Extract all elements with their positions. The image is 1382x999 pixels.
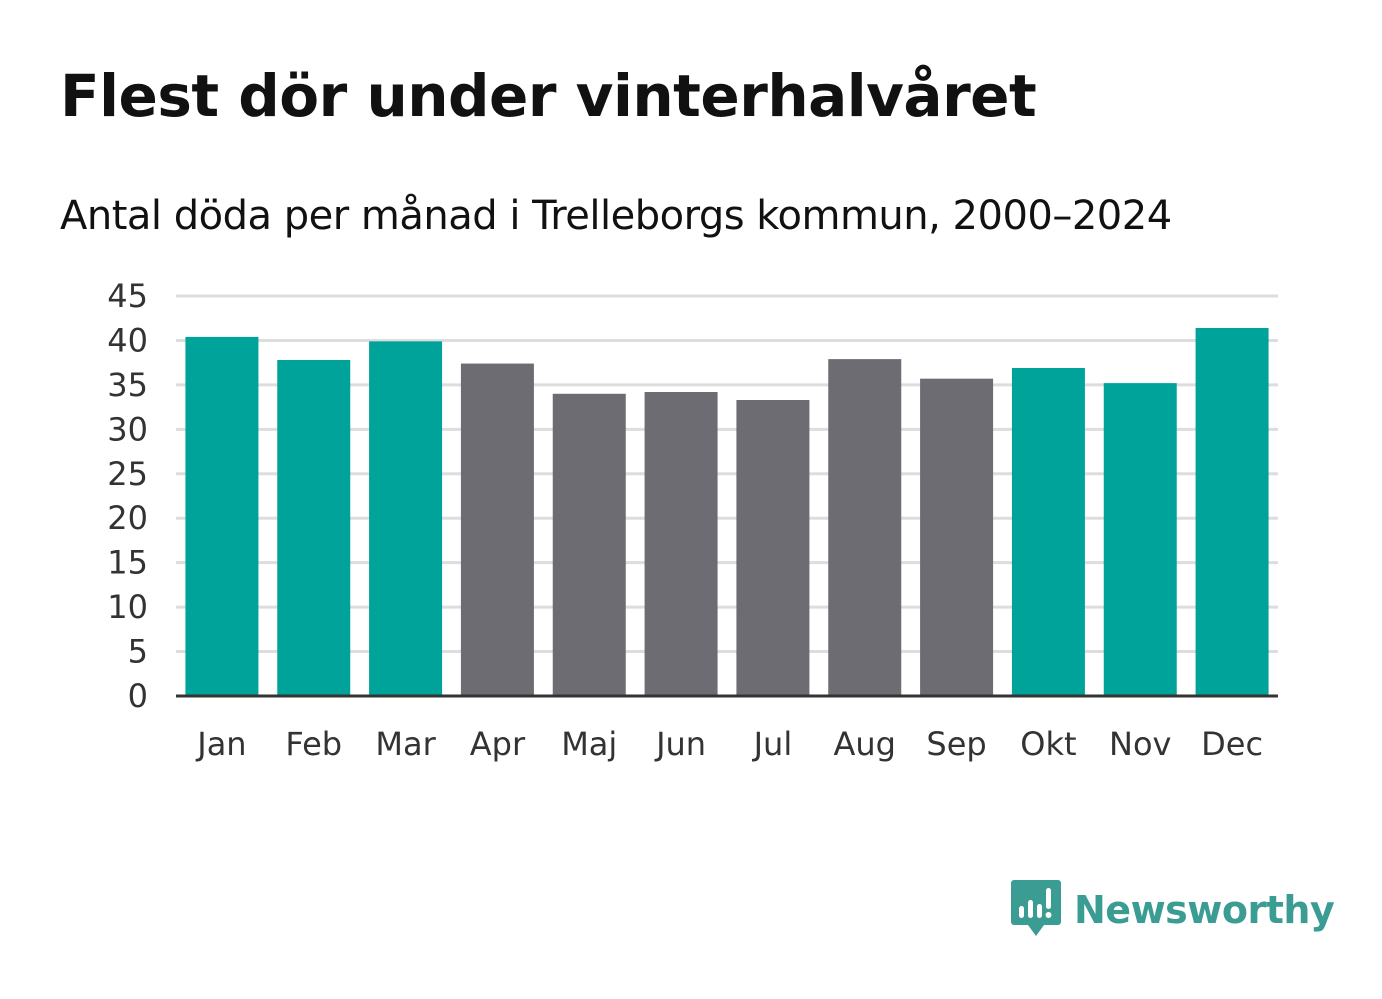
brand-name: Newsworthy bbox=[1074, 888, 1335, 932]
y-tick-label: 10 bbox=[107, 588, 148, 626]
bar-dec bbox=[1195, 328, 1269, 696]
x-tick-label: Sep bbox=[926, 725, 986, 763]
bar-sep bbox=[920, 378, 994, 696]
y-tick-label: 5 bbox=[128, 633, 148, 671]
x-tick-label: Mar bbox=[375, 725, 436, 763]
y-tick-label: 15 bbox=[107, 544, 148, 582]
bar-okt bbox=[1011, 368, 1085, 696]
x-tick-label: Jun bbox=[654, 725, 706, 763]
bar-jul bbox=[736, 400, 810, 696]
y-tick-label: 30 bbox=[107, 410, 148, 448]
x-tick-label: Feb bbox=[285, 725, 342, 763]
bar-maj bbox=[552, 393, 626, 696]
x-tick-label: Aug bbox=[834, 725, 896, 763]
grid-lines bbox=[176, 294, 1278, 654]
x-tick-label: Apr bbox=[470, 725, 526, 763]
y-tick-label: 45 bbox=[107, 277, 148, 315]
bar-jan bbox=[185, 336, 259, 696]
bar-jun bbox=[644, 392, 718, 696]
newsworthy-logo-icon bbox=[1010, 878, 1062, 942]
bar-feb bbox=[277, 360, 351, 696]
x-axis-ticks: Jan Feb Mar Apr Maj Jun Jul Aug Sep Okt Nov Dec bbox=[195, 725, 1263, 763]
x-tick-label: Okt bbox=[1020, 725, 1076, 763]
y-tick-label: 40 bbox=[107, 321, 148, 359]
x-tick-label: Nov bbox=[1109, 725, 1171, 763]
y-tick-label: 35 bbox=[107, 366, 148, 404]
bar-nov bbox=[1103, 383, 1177, 696]
bars bbox=[185, 328, 1269, 696]
x-tick-label: Jul bbox=[752, 725, 793, 763]
bar-apr bbox=[460, 363, 534, 696]
x-tick-label: Dec bbox=[1201, 725, 1263, 763]
chart-subtitle: Antal döda per månad i Trelleborgs kommu… bbox=[60, 193, 1172, 239]
chart-title: Flest dör under vinterhalvåret bbox=[60, 62, 1037, 130]
bar-mar bbox=[369, 341, 443, 696]
y-tick-label: 0 bbox=[128, 677, 148, 715]
x-tick-label: Jan bbox=[195, 725, 246, 763]
bar-aug bbox=[828, 359, 902, 696]
y-tick-label: 20 bbox=[107, 499, 148, 537]
y-axis-ticks: 0 5 10 15 20 25 30 35 40 45 bbox=[107, 277, 148, 715]
x-tick-label: Maj bbox=[561, 725, 617, 763]
brand-logo: Newsworthy bbox=[1010, 878, 1335, 942]
y-tick-label: 25 bbox=[107, 455, 148, 493]
